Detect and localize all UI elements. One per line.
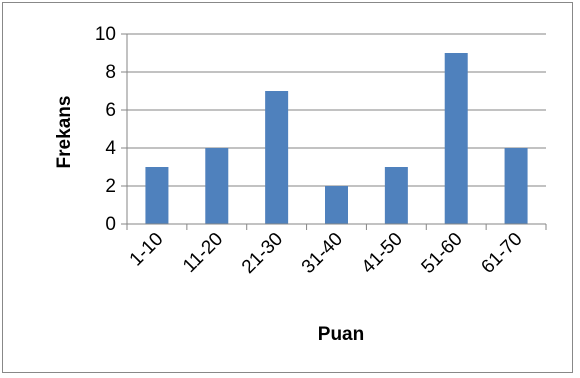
x-tick-label: 1-10: [126, 229, 168, 271]
y-axis-title: Frekans: [54, 96, 75, 169]
y-tick-label: 6: [105, 100, 116, 121]
y-tick-label: 2: [105, 176, 116, 197]
x-tick-label: 11-20: [179, 229, 227, 277]
x-tick-label: 61-70: [477, 229, 526, 278]
x-tick-label: 51-60: [418, 229, 467, 278]
bar-31-40: [325, 186, 348, 224]
bar-1-10: [145, 167, 169, 224]
y-tick-label: 8: [105, 62, 116, 83]
y-tick-label: 10: [95, 24, 116, 45]
bar-61-70: [504, 148, 528, 224]
y-tick-label: 0: [105, 214, 116, 235]
bar-51-60: [444, 53, 468, 224]
axes: [121, 33, 547, 230]
x-axis-title: Puan: [318, 324, 364, 345]
bar-11-20: [205, 148, 229, 224]
bar-21-30: [265, 91, 289, 224]
bars: [145, 53, 528, 224]
x-tick-label: 41-50: [358, 229, 407, 278]
y-tick-label: 4: [105, 138, 116, 159]
x-tick-label: 31-40: [298, 229, 347, 278]
bar-41-50: [384, 167, 408, 224]
x-tick-label: 21-30: [238, 229, 287, 278]
gridlines: [127, 33, 546, 187]
